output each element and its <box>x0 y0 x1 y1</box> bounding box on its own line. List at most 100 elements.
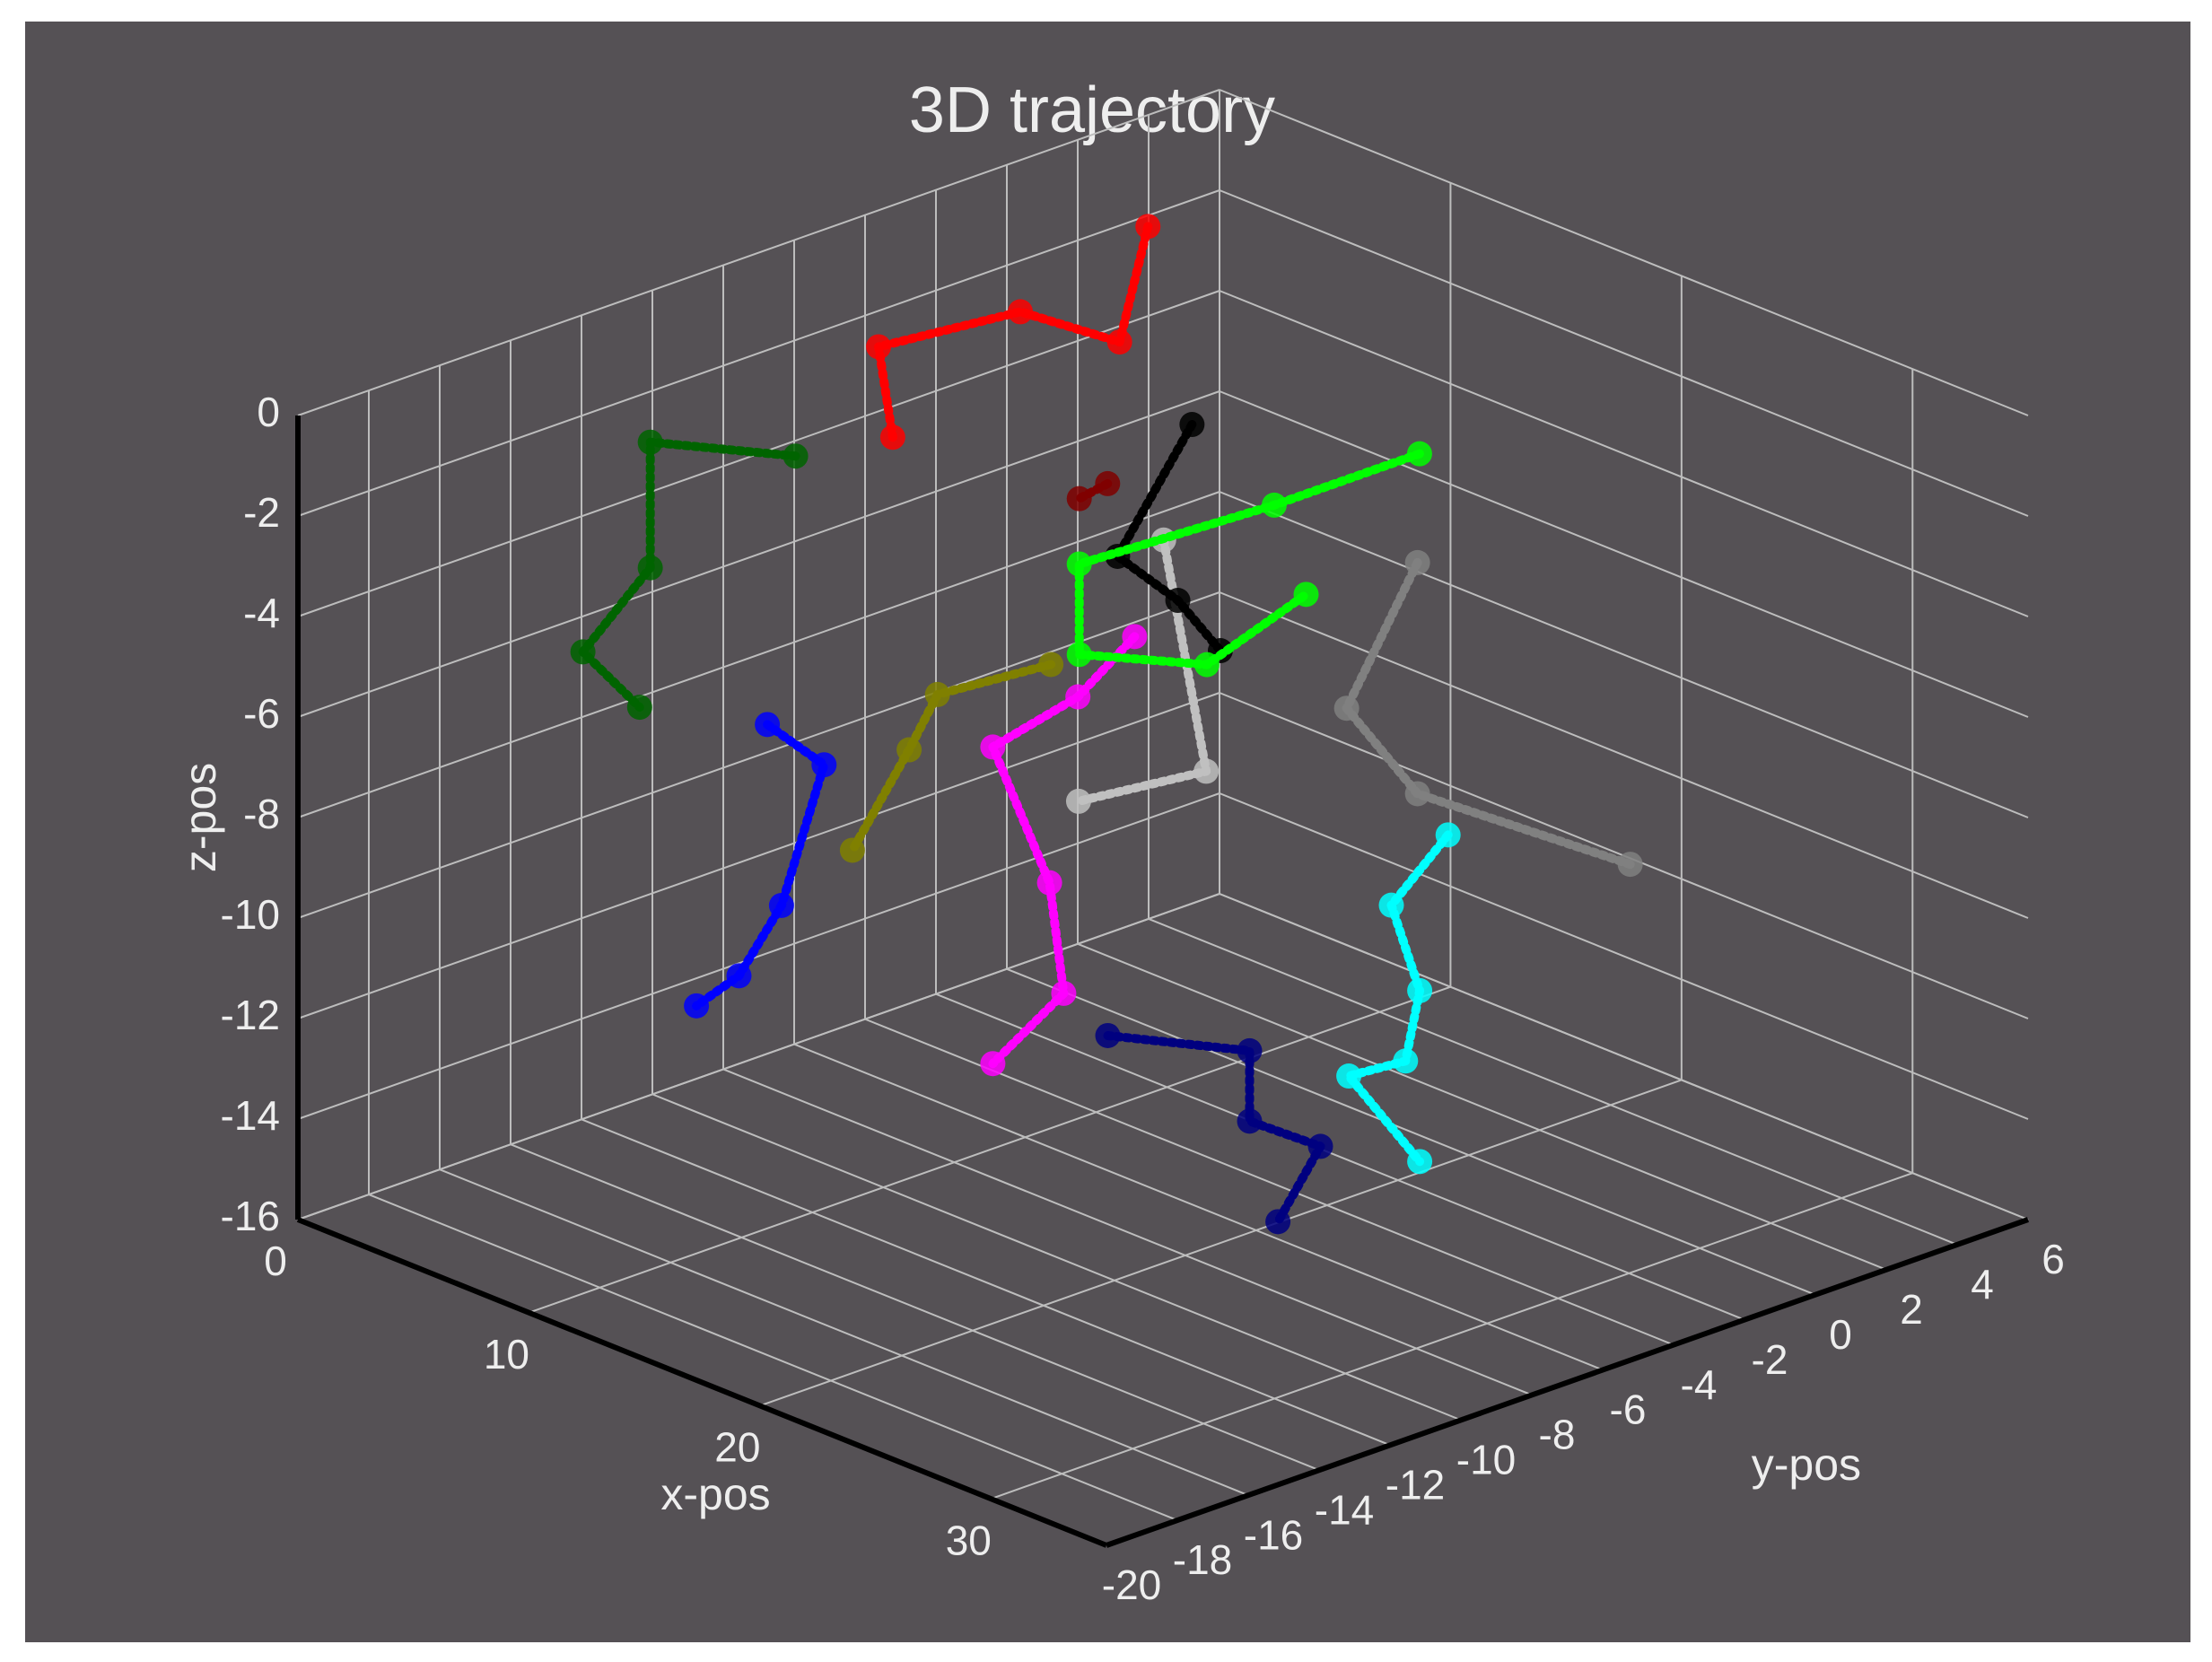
grid-line <box>1219 290 2029 617</box>
y-tick-label: -18 <box>1173 1536 1232 1583</box>
trajectory-point <box>924 681 950 707</box>
grid-line <box>297 491 1220 818</box>
trajectory <box>847 660 1056 855</box>
trajectory-point <box>1617 852 1643 878</box>
trajectory-point <box>1261 492 1287 518</box>
grid-line <box>793 1043 1604 1371</box>
trajectory-point <box>1406 441 1432 467</box>
grid-line <box>297 591 1220 919</box>
trajectory-point <box>1237 1037 1263 1063</box>
y-tick-label: -6 <box>1610 1386 1647 1433</box>
x-axis-label: x-pos <box>660 1469 770 1519</box>
z-tick-label: 0 <box>257 389 280 435</box>
grid-line <box>1219 390 2029 718</box>
trajectory-point <box>1008 299 1034 325</box>
trajectory-point <box>1435 822 1461 848</box>
trajectory-point <box>1066 551 1092 577</box>
y-tick-label: -20 <box>1102 1561 1161 1608</box>
grid-line <box>1148 917 1958 1246</box>
grid-line <box>1219 189 2029 517</box>
y-tick-label: -10 <box>1456 1437 1516 1483</box>
trajectory-point <box>1122 624 1148 650</box>
z-tick-label: -12 <box>221 992 280 1038</box>
trajectory-point <box>637 429 663 455</box>
z-tick-label: -16 <box>221 1193 280 1239</box>
trajectory-point <box>1095 470 1121 496</box>
z-tick-label: -2 <box>243 489 280 536</box>
grid-line <box>297 189 1220 517</box>
trajectory-point <box>1407 1149 1433 1175</box>
grid-line <box>297 893 1220 1220</box>
trajectory-point <box>866 334 892 360</box>
x-tick-label: 10 <box>484 1331 529 1378</box>
trajectory-point <box>1265 1209 1291 1235</box>
grid-line <box>1219 893 2029 1220</box>
trajectory-point <box>1106 329 1132 355</box>
trajectory-point <box>1378 892 1404 918</box>
grid-line <box>1219 491 2029 818</box>
grid-line <box>651 1093 1462 1421</box>
trajectory-point <box>1179 412 1205 438</box>
trajectory-point <box>1333 695 1360 722</box>
grid-line <box>1219 89 2029 416</box>
grid-line <box>722 1068 1533 1396</box>
grid-line <box>1006 967 1816 1296</box>
grid-line <box>510 1143 1320 1472</box>
trajectory-point <box>1051 980 1077 1006</box>
y-tick-label: -12 <box>1386 1461 1445 1508</box>
grid-line <box>439 1168 1249 1497</box>
trajectory-point <box>1193 652 1220 678</box>
y-axis-label: y-pos <box>1752 1439 1861 1490</box>
y-tick-label: -4 <box>1681 1361 1718 1408</box>
trajectory-point <box>1065 788 1091 814</box>
trajectory-point <box>1066 642 1092 668</box>
trajectory-point <box>1336 1063 1362 1089</box>
z-axis-label: z-pos <box>175 763 225 872</box>
trajectory-point <box>1193 758 1220 784</box>
trajectory-point <box>1293 582 1319 608</box>
trajectory <box>1074 449 1424 669</box>
y-tick-label: -8 <box>1539 1412 1576 1458</box>
trajectory-point <box>1404 781 1430 807</box>
grid-line <box>990 1172 1913 1500</box>
x-tick-label: 20 <box>714 1424 760 1471</box>
grid-line <box>297 89 1220 416</box>
z-tick-label: -8 <box>243 791 280 837</box>
trajectory-point <box>755 712 781 738</box>
trajectory-point <box>637 555 663 581</box>
axis-line <box>1106 1217 2029 1548</box>
trajectory-point <box>726 963 752 989</box>
trajectory-point <box>1036 870 1062 896</box>
y-tick-label: -16 <box>1244 1511 1303 1558</box>
trajectory-point <box>1237 1108 1263 1134</box>
trajectory-point <box>768 892 794 918</box>
trajectory-point <box>980 1051 1006 1077</box>
z-tick-label: -4 <box>243 590 280 636</box>
trajectory-point <box>1135 214 1161 240</box>
trajectory-point <box>896 737 922 763</box>
trajectory-point <box>1404 549 1430 575</box>
grid-line <box>297 792 1220 1120</box>
trajectory-point <box>980 734 1006 760</box>
trajectory-point <box>1165 588 1191 614</box>
grid-line <box>581 1118 1391 1447</box>
z-tick-label: -10 <box>221 891 280 938</box>
axis-line <box>296 1217 1108 1548</box>
y-tick-label: 0 <box>1829 1311 1852 1358</box>
trajectory-point <box>570 639 596 665</box>
trajectory-point <box>1307 1133 1333 1159</box>
trajectory-point <box>1065 684 1091 710</box>
grid-line <box>368 1194 1178 1522</box>
z-tick-label: -6 <box>243 690 280 737</box>
trajectory-point <box>684 993 710 1019</box>
trajectory-point <box>1066 485 1092 512</box>
trajectory-point <box>783 443 809 469</box>
grid-line <box>529 985 1451 1314</box>
trajectory-point <box>1407 977 1433 1003</box>
trajectory-point <box>1038 652 1064 678</box>
trajectory <box>988 632 1140 1069</box>
y-tick-label: -2 <box>1752 1336 1788 1383</box>
grid-line <box>1219 591 2029 919</box>
x-tick-label: 0 <box>264 1238 287 1284</box>
trajectory-point <box>839 837 865 863</box>
